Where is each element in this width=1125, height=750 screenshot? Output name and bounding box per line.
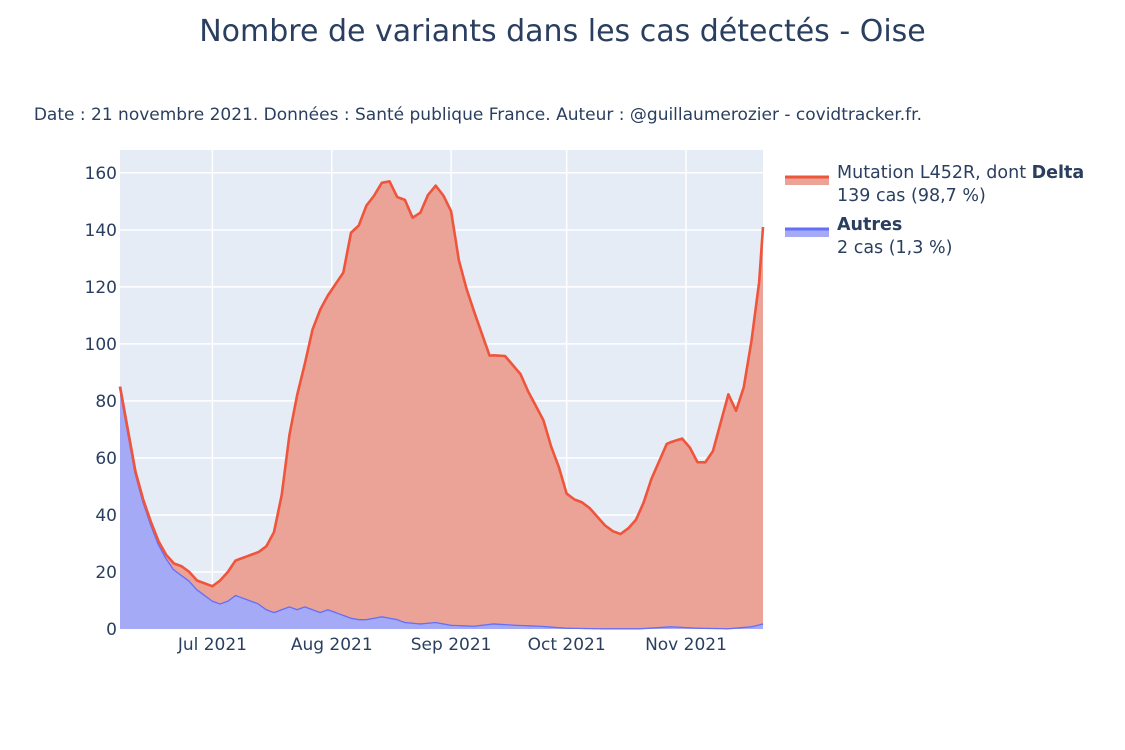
x-tick-label: Jul 2021 xyxy=(177,635,247,655)
legend-entry-2-swatch-fill xyxy=(785,229,829,237)
y-tick-label: 120 xyxy=(85,278,117,298)
y-tick-label: 80 xyxy=(95,392,117,412)
series-2-area xyxy=(120,181,763,629)
legend-entry-1-label-bold: Delta xyxy=(1032,163,1085,183)
x-tick-label: Aug 2021 xyxy=(291,635,373,655)
y-tick-label: 160 xyxy=(85,164,117,184)
legend-entry-1-detail: 139 cas (98,7 %) xyxy=(837,186,986,206)
legend-entry-1-swatch-fill xyxy=(785,177,829,185)
y-tick-label: 0 xyxy=(106,620,117,640)
legend-entry-1-label: Mutation L452R, dont Delta xyxy=(837,163,1084,183)
chart-subtitle: Date : 21 novembre 2021. Données : Santé… xyxy=(33,105,922,125)
y-tick-label: 40 xyxy=(95,506,117,526)
x-tick-label: Sep 2021 xyxy=(411,635,492,655)
axis-ticks: 0 20 40 60 80 100 120 140 160 Jul 2021 Aug 2021 Sep… xyxy=(85,164,727,655)
legend-entry-1: Mutation L452R, dont Delta 139 cas (98,7 … xyxy=(785,163,1084,206)
y-tick-label: 20 xyxy=(95,563,117,583)
series-areas xyxy=(118,180,765,630)
legend-entry-1-label-plain: Mutation L452R, dont xyxy=(837,163,1032,183)
y-tick-label: 100 xyxy=(85,335,117,355)
series-1-area xyxy=(120,386,763,629)
legend-entry-2: Autres 2 cas (1,3 %) xyxy=(785,215,952,258)
legend-entry-2-label-bold: Autres xyxy=(837,215,902,235)
series-2-line xyxy=(118,180,765,588)
legend-entry-2-label: Autres xyxy=(837,215,902,235)
legend: Mutation L452R, dont Delta 139 cas (98,7 … xyxy=(785,163,1084,258)
x-tick-label: Oct 2021 xyxy=(528,635,606,655)
legend-entry-2-detail: 2 cas (1,3 %) xyxy=(837,238,952,258)
y-tick-label: 60 xyxy=(95,449,117,469)
y-tick-label: 140 xyxy=(85,221,117,241)
chart-title: Nombre de variants dans les cas détectés… xyxy=(199,14,926,49)
x-tick-label: Nov 2021 xyxy=(645,635,727,655)
